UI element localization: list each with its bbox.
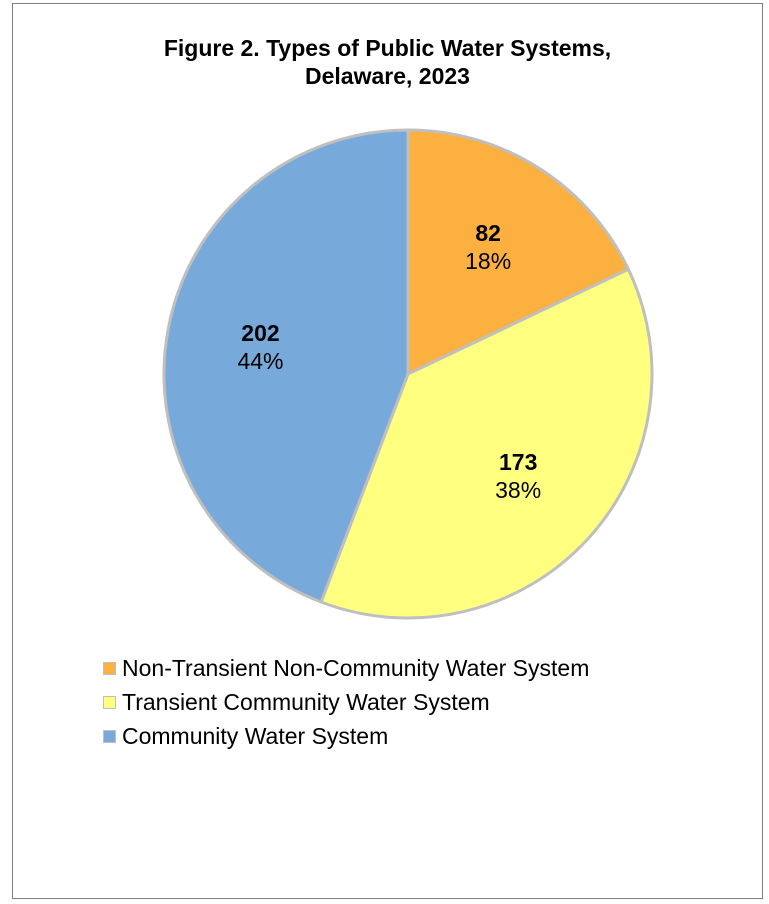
chart-title-line-1: Figure 2. Types of Public Water Systems, <box>163 35 612 61</box>
legend-swatch <box>103 729 116 743</box>
legend-swatch <box>103 661 116 675</box>
pie-slice-transient-community <box>319 267 654 620</box>
data-label-percent-transient-community: 38% <box>495 477 541 503</box>
data-label-value-non-transient-non-community: 82 <box>475 220 501 246</box>
legend-item-community: Community Water System <box>103 719 589 753</box>
legend-swatch <box>103 695 116 709</box>
legend-label: Non-Transient Non-Community Water System <box>122 654 590 681</box>
data-label-percent-non-transient-non-community: 18% <box>465 248 511 274</box>
chart-title: Figure 2. Types of Public Water Systems,… <box>12 34 763 90</box>
legend-label: Transient Community Water System <box>122 688 490 715</box>
pie-slice-non-transient-non-community <box>406 128 630 376</box>
chart-title-line-2: Delaware, 2023 <box>305 63 470 89</box>
data-label-value-transient-community: 173 <box>499 449 537 475</box>
data-label-value-community: 202 <box>241 320 279 346</box>
pie-slice-community <box>162 128 410 604</box>
legend-item-transient-community: Transient Community Water System <box>103 685 589 719</box>
legend-item-non-transient-non-community: Non-Transient Non-Community Water System <box>103 651 589 685</box>
legend-label: Community Water System <box>122 722 389 749</box>
data-label-percent-community: 44% <box>237 348 283 374</box>
chart-legend: Non-Transient Non-Community Water System… <box>103 651 589 753</box>
